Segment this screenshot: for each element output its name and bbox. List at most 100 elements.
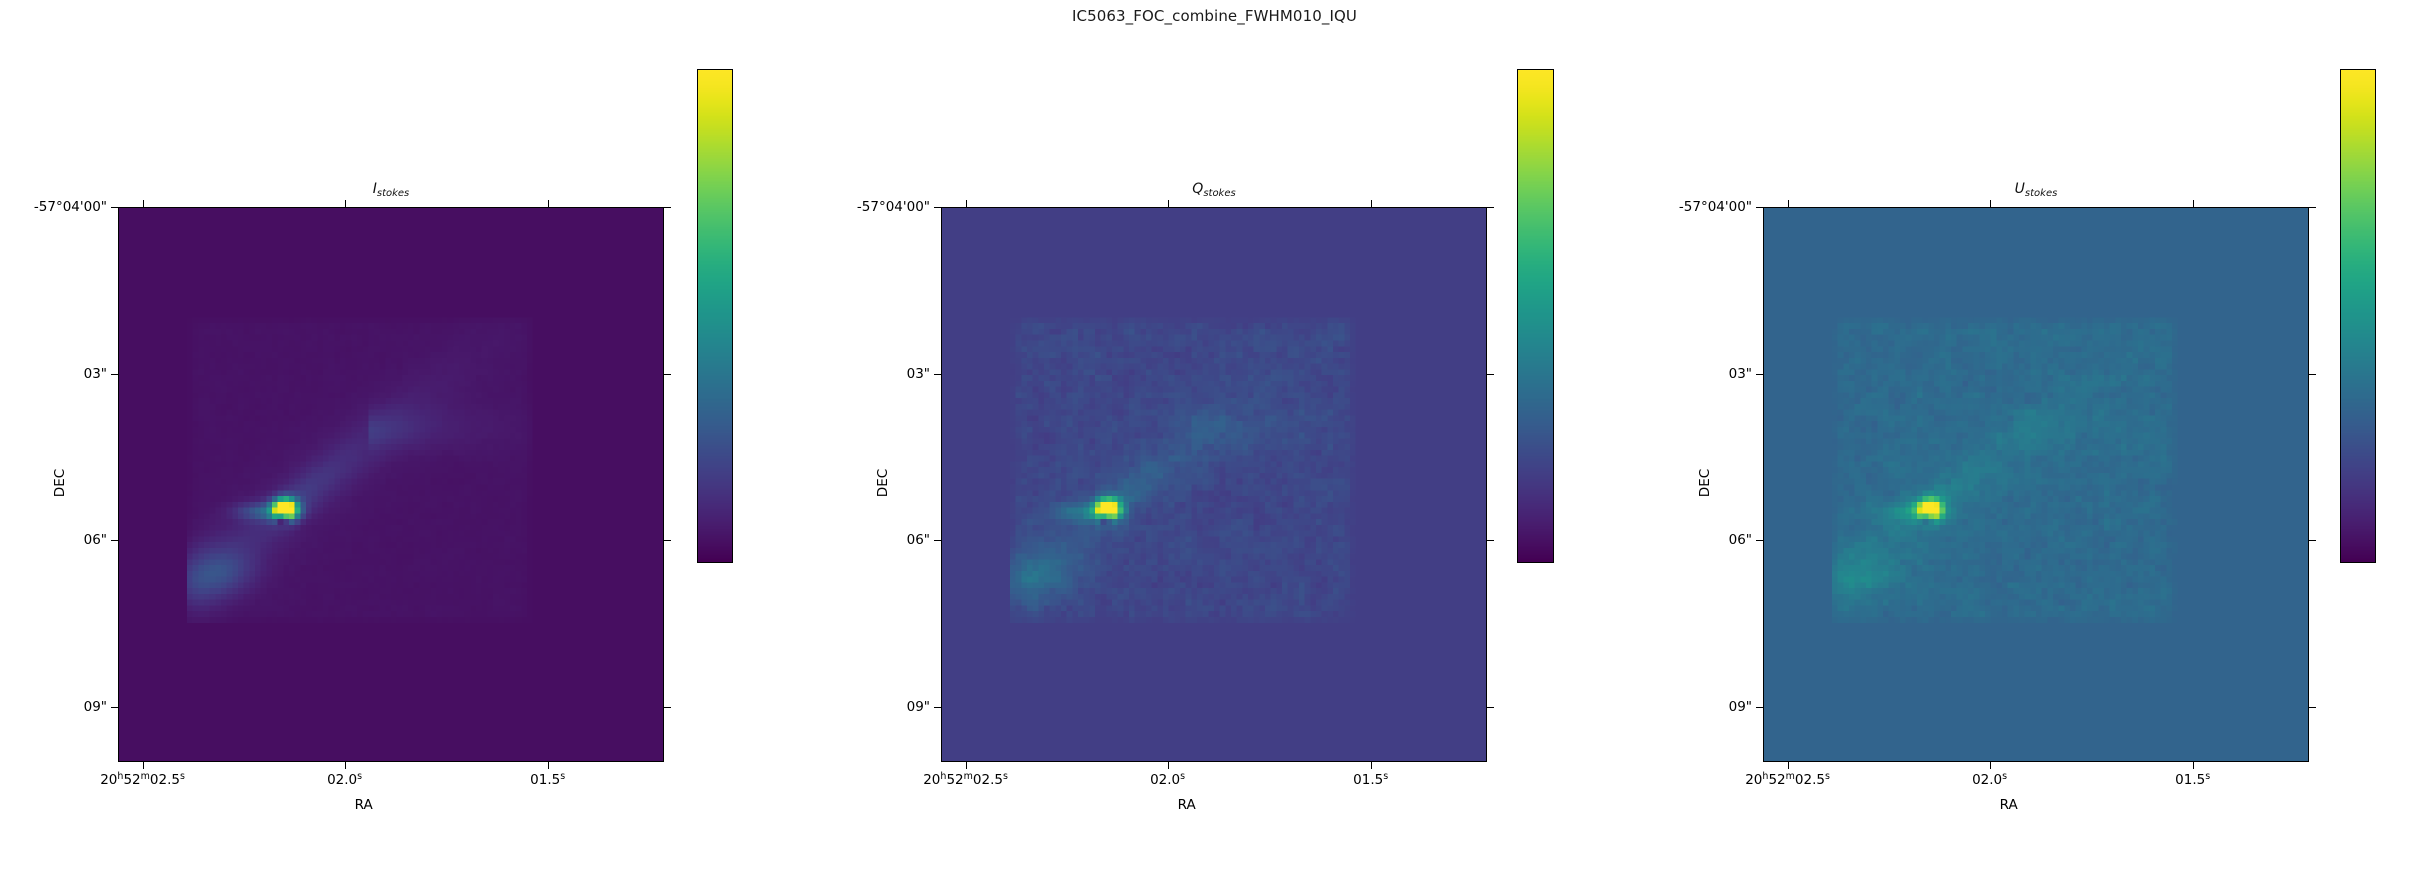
y-tick-mark xyxy=(1756,373,1763,375)
colorbar-tick-mark xyxy=(732,495,733,496)
x-tick-mark xyxy=(1167,762,1169,769)
y-axis-label: DEC xyxy=(52,468,68,497)
x-tick-mark xyxy=(1989,762,1991,769)
x-tick-mark xyxy=(965,762,967,769)
x-tick-mark-top xyxy=(547,200,549,207)
y-tick-mark-right xyxy=(2309,540,2316,542)
colorbar-tick-mark xyxy=(732,219,733,220)
y-tick-label-3: 09" xyxy=(906,698,930,715)
y-tick-label-2: 06" xyxy=(1728,532,1752,548)
x-tick-mark xyxy=(142,762,144,769)
colorbar-tick-mark xyxy=(2375,476,2376,477)
y-tick-label-2: 06" xyxy=(83,532,107,548)
colorbar-tick-mark xyxy=(2375,346,2376,347)
y-tick-label-3: 09" xyxy=(83,698,107,715)
y-tick-mark-right xyxy=(2309,706,2316,708)
colorbar-tick-mark xyxy=(1553,112,1554,113)
y-tick-mark-right xyxy=(2309,373,2316,375)
x-axis-label: RA xyxy=(1999,797,2018,813)
y-tick-mark-right xyxy=(2309,207,2316,209)
y-tick-mark xyxy=(111,706,118,708)
axes-title-stokes-i: Istokes xyxy=(372,181,410,199)
colorbar-tick-mark xyxy=(2375,281,2376,282)
panel-stokes-u: Ustokes -57°04'00" 03" 06" 09" 20h52m02.5s 02… xyxy=(1679,181,2316,813)
x-tick-mark-top xyxy=(965,200,967,207)
colorbar-tick-mark xyxy=(732,330,733,331)
x-tick-label-1: 02.0s xyxy=(1972,771,2008,788)
x-tick-mark xyxy=(344,762,346,769)
y-tick-label-1: 03" xyxy=(906,365,930,382)
x-tick-mark xyxy=(1787,762,1789,769)
y-tick-mark-right xyxy=(1487,373,1494,375)
y-tick-mark xyxy=(1756,706,1763,708)
colorbar-stokes-i: 0.00.51.01.52.02.53.03.54.0 xyxy=(697,69,733,563)
colorbar-tick-mark xyxy=(732,551,733,552)
y-tick-mark-right xyxy=(1487,540,1494,542)
y-tick-mark xyxy=(934,207,941,209)
y-tick-label-0: -57°04'00" xyxy=(33,199,107,215)
y-tick-label-0: -57°04'00" xyxy=(856,199,930,215)
x-tick-mark-top xyxy=(344,200,346,207)
figure-title: IC5063_FOC_combine_FWHM010_IQU xyxy=(1072,7,1357,25)
y-tick-label-3: 09" xyxy=(1728,698,1752,715)
colorbar-tick-mark xyxy=(732,274,733,275)
y-axis-label: DEC xyxy=(1697,468,1713,497)
y-tick-label-0: -57°04'00" xyxy=(1678,199,1752,215)
x-tick-label-2: 01.5s xyxy=(530,771,566,788)
panel-stokes-q: Qstokes -57°04'00" 03" 06" 09" 20h52m02.5s 02… xyxy=(857,181,1494,813)
colorbar-tick-mark xyxy=(1553,234,1554,235)
x-tick-label-1: 02.0s xyxy=(327,771,363,788)
y-tick-mark-right xyxy=(664,706,671,708)
y-tick-mark xyxy=(934,706,941,708)
x-tick-mark xyxy=(547,762,549,769)
x-tick-mark xyxy=(2192,762,2194,769)
colorbar-tick-mark xyxy=(2375,541,2376,542)
y-tick-mark xyxy=(934,373,941,375)
x-axis-label: RA xyxy=(1177,797,1196,813)
x-tick-mark-top xyxy=(1167,200,1169,207)
colorbar-tick-mark xyxy=(1553,416,1554,417)
x-tick-label-0: 20h52m02.5s xyxy=(100,771,185,788)
colorbar-tick-mark xyxy=(732,109,733,110)
y-tick-mark xyxy=(111,373,118,375)
y-tick-mark xyxy=(111,540,118,542)
image-stokes-q xyxy=(941,207,1487,762)
colorbar-tick-mark xyxy=(1553,295,1554,296)
colorbar-tick-mark xyxy=(2375,216,2376,217)
y-tick-mark xyxy=(1756,540,1763,542)
colorbar-tick-mark xyxy=(1553,355,1554,356)
x-tick-mark-top xyxy=(1989,200,1991,207)
image-stokes-i xyxy=(118,207,664,762)
panel-stokes-i: Istokes -57°04'00" 03" 06" 09" 20h52m02.5s 02… xyxy=(34,181,671,813)
x-tick-label-2: 01.5s xyxy=(1353,771,1389,788)
y-axis-label: DEC xyxy=(875,468,891,497)
image-stokes-u xyxy=(1763,207,2309,762)
y-tick-label-1: 03" xyxy=(1728,365,1752,382)
y-tick-mark-right xyxy=(664,207,671,209)
axes-title-stokes-u: Ustokes xyxy=(2014,181,2058,199)
x-tick-mark-top xyxy=(1370,200,1372,207)
x-tick-label-0: 20h52m02.5s xyxy=(923,771,1008,788)
colorbar-tick-mark xyxy=(2375,86,2376,87)
colorbar-tick-mark xyxy=(1553,477,1554,478)
colorbar-tick-mark xyxy=(732,385,733,386)
colorbar-tick-mark xyxy=(2375,411,2376,412)
y-tick-label-1: 03" xyxy=(83,365,107,382)
y-tick-mark-right xyxy=(664,540,671,542)
x-tick-mark-top xyxy=(2192,200,2194,207)
x-tick-mark-top xyxy=(1787,200,1789,207)
colorbar-tick-mark xyxy=(732,164,733,165)
colorbar-tick-mark xyxy=(1553,537,1554,538)
x-tick-label-0: 20h52m02.5s xyxy=(1745,771,1830,788)
x-tick-label-2: 01.5s xyxy=(2175,771,2211,788)
x-axis-label: RA xyxy=(354,797,373,813)
axes-title-stokes-q: Qstokes xyxy=(1192,181,1236,199)
colorbar-stokes-u: −0.2−0.10.00.10.20.30.40.5 xyxy=(2340,69,2376,563)
y-tick-mark-right xyxy=(1487,706,1494,708)
y-tick-mark xyxy=(934,540,941,542)
y-tick-mark xyxy=(111,207,118,209)
colorbar-stokes-q: −0.050.000.050.100.150.200.250.30 xyxy=(1517,69,1554,563)
y-tick-mark xyxy=(1756,207,1763,209)
colorbar-tick-mark xyxy=(1553,173,1554,174)
